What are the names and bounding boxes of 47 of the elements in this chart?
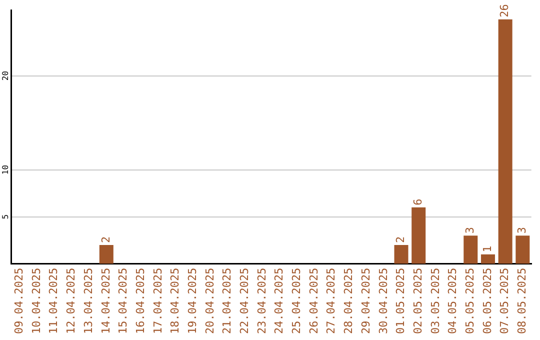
x-tick-label: 27.04.2025	[324, 268, 338, 334]
bar	[394, 244, 408, 264]
x-tick-label: 13.04.2025	[82, 268, 95, 334]
x-tick-label: 18.04.2025	[168, 268, 182, 334]
x-tick-label: 14.04.2025	[99, 268, 112, 334]
y-tick-label: 5	[1, 214, 10, 220]
bar	[498, 19, 512, 264]
data-label: 6	[411, 198, 424, 206]
bar	[480, 254, 495, 264]
x-tick-label: 11.04.2025	[47, 268, 60, 334]
data-label: 2	[394, 236, 408, 243]
x-tick-label: 09.04.2025	[12, 268, 26, 334]
x-tick-label: 17.04.2025	[151, 268, 164, 334]
data-label: 26	[498, 4, 512, 18]
x-tick-label: 03.05.2025	[428, 268, 442, 334]
x-tick-label: 15.04.2025	[116, 268, 130, 334]
x-tick-label: 28.04.2025	[342, 268, 356, 334]
x-tick-label: 29.04.2025	[359, 268, 372, 334]
x-tick-label: 02.05.2025	[411, 268, 424, 334]
x-tick-label: 22.04.2025	[238, 268, 252, 334]
bar	[99, 244, 114, 264]
y-tick-label: 20	[1, 70, 10, 81]
x-tick-label: 24.04.2025	[272, 268, 286, 334]
data-label: 3	[516, 226, 529, 234]
x-tick-label: 04.05.2025	[446, 268, 460, 334]
data-label: 2	[99, 236, 112, 243]
x-tick-label: 25.04.2025	[290, 268, 304, 334]
x-tick-label: 20.04.2025	[203, 268, 216, 334]
data-label: 3	[463, 226, 476, 234]
bar	[464, 236, 478, 264]
x-tick-label: 21.04.2025	[220, 268, 234, 334]
x-tick-label: 05.05.2025	[463, 268, 476, 334]
bar	[412, 207, 426, 264]
x-tick-label: 12.04.2025	[64, 268, 78, 334]
x-tick-label: 26.04.2025	[307, 268, 320, 334]
x-tick-label: 19.04.2025	[186, 268, 199, 334]
bar	[516, 236, 530, 264]
x-tick-label: 07.05.2025	[498, 268, 512, 334]
data-label: 1	[480, 246, 494, 252]
x-tick-label: 23.04.2025	[255, 268, 268, 334]
x-tick-label: 16.04.2025	[134, 268, 147, 334]
y-tick-label: 10	[1, 164, 10, 175]
x-tick-label: 08.05.2025	[516, 268, 529, 334]
x-tick-label: 10.04.2025	[30, 268, 43, 334]
x-tick-label: 30.04.2025	[376, 268, 390, 334]
x-tick-label: 01.05.2025	[394, 268, 408, 334]
x-tick-label: 06.05.2025	[480, 268, 494, 334]
